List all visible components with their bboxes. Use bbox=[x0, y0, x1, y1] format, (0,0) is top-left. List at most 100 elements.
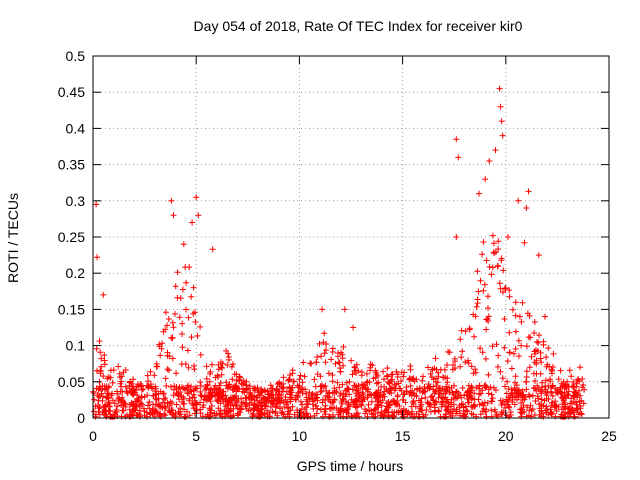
data-point bbox=[219, 410, 225, 417]
data-point bbox=[512, 379, 519, 386]
data-point bbox=[538, 408, 545, 415]
data-point bbox=[549, 370, 555, 377]
data-point bbox=[394, 374, 401, 380]
data-point bbox=[317, 406, 324, 413]
data-point bbox=[262, 388, 269, 395]
data-point bbox=[502, 383, 508, 390]
data-point bbox=[444, 379, 451, 386]
data-point bbox=[329, 378, 336, 385]
data-point bbox=[549, 410, 555, 417]
data-point bbox=[121, 400, 128, 407]
data-point bbox=[218, 364, 225, 371]
data-point bbox=[433, 399, 440, 406]
data-point bbox=[184, 347, 191, 354]
data-point bbox=[489, 395, 496, 402]
data-point bbox=[571, 413, 578, 420]
data-point bbox=[400, 373, 407, 380]
data-point bbox=[309, 391, 316, 397]
data-point bbox=[511, 385, 518, 391]
data-point bbox=[530, 370, 537, 377]
data-point bbox=[425, 364, 431, 371]
data-point bbox=[103, 394, 110, 401]
data-point bbox=[353, 410, 360, 417]
data-point bbox=[96, 338, 103, 345]
data-point bbox=[399, 396, 406, 403]
data-point bbox=[319, 306, 326, 313]
data-point bbox=[321, 330, 328, 337]
data-point bbox=[179, 344, 186, 351]
data-point bbox=[580, 382, 587, 388]
data-point bbox=[535, 339, 542, 346]
data-point bbox=[495, 352, 502, 359]
data-point bbox=[286, 390, 293, 397]
data-point bbox=[453, 234, 460, 240]
data-point bbox=[452, 365, 459, 372]
data-point bbox=[185, 364, 192, 371]
data-point bbox=[440, 390, 447, 397]
data-point bbox=[222, 403, 229, 410]
data-point bbox=[283, 388, 290, 395]
data-point bbox=[523, 386, 530, 393]
data-point bbox=[146, 405, 153, 412]
data-point bbox=[177, 295, 184, 302]
data-point bbox=[194, 332, 201, 339]
data-point bbox=[179, 331, 185, 337]
data-point bbox=[388, 371, 395, 378]
data-point bbox=[230, 412, 237, 419]
data-point bbox=[146, 399, 153, 405]
data-point bbox=[499, 132, 506, 139]
data-point bbox=[217, 407, 224, 414]
data-point bbox=[152, 395, 159, 402]
data-point bbox=[304, 400, 311, 407]
data-point bbox=[367, 391, 373, 398]
data-point bbox=[138, 394, 145, 401]
data-point bbox=[373, 380, 380, 387]
data-point bbox=[191, 405, 198, 412]
data-point bbox=[225, 399, 232, 406]
data-point bbox=[529, 406, 536, 413]
data-point bbox=[336, 359, 343, 366]
data-point bbox=[309, 398, 316, 405]
data-point bbox=[468, 403, 475, 410]
data-point bbox=[476, 385, 483, 392]
data-point bbox=[512, 345, 519, 352]
data-point bbox=[215, 398, 221, 405]
data-point bbox=[162, 375, 169, 382]
data-point bbox=[523, 343, 530, 350]
data-point bbox=[360, 382, 367, 388]
data-point bbox=[246, 383, 253, 390]
data-point bbox=[303, 411, 309, 418]
data-point bbox=[326, 413, 332, 420]
data-point bbox=[343, 407, 350, 414]
data-point bbox=[461, 392, 468, 399]
data-point bbox=[163, 382, 170, 389]
data-point bbox=[422, 394, 429, 401]
y-tick-label: 0.15 bbox=[58, 301, 85, 317]
data-point bbox=[103, 413, 110, 420]
data-point bbox=[466, 399, 472, 406]
data-point bbox=[547, 388, 554, 395]
data-point bbox=[519, 388, 526, 394]
y-tick-label: 0 bbox=[77, 410, 85, 426]
data-point bbox=[477, 411, 484, 418]
data-point bbox=[558, 411, 565, 418]
data-point bbox=[93, 201, 100, 208]
data-point bbox=[524, 404, 531, 411]
data-point bbox=[504, 358, 511, 365]
data-point bbox=[271, 401, 277, 408]
data-point bbox=[241, 380, 247, 387]
data-point bbox=[278, 384, 285, 390]
data-point bbox=[459, 348, 466, 355]
data-point bbox=[270, 395, 277, 402]
data-point bbox=[534, 338, 540, 345]
y-tick-label: 0.2 bbox=[66, 265, 86, 281]
data-point bbox=[96, 411, 103, 418]
data-point bbox=[453, 388, 459, 395]
data-point bbox=[218, 393, 225, 400]
data-point bbox=[523, 379, 530, 385]
data-point bbox=[212, 393, 219, 399]
data-point bbox=[515, 386, 522, 393]
data-point bbox=[236, 373, 243, 380]
data-point bbox=[331, 390, 338, 396]
data-point bbox=[415, 397, 422, 404]
